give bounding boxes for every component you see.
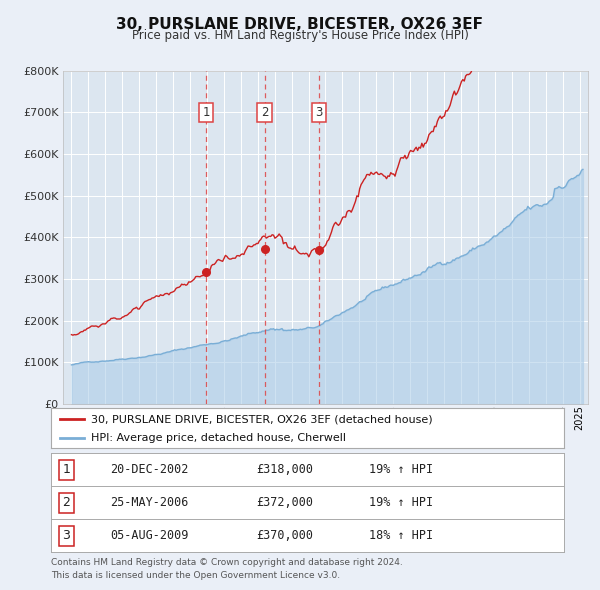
Text: 19% ↑ HPI: 19% ↑ HPI: [369, 463, 433, 476]
Text: 3: 3: [62, 529, 70, 542]
Text: HPI: Average price, detached house, Cherwell: HPI: Average price, detached house, Cher…: [91, 432, 346, 442]
Text: 3: 3: [315, 106, 322, 119]
Text: 05-AUG-2009: 05-AUG-2009: [110, 529, 188, 542]
Text: £372,000: £372,000: [256, 496, 313, 509]
Text: 1: 1: [62, 463, 70, 476]
Text: 2: 2: [261, 106, 268, 119]
Text: 20-DEC-2002: 20-DEC-2002: [110, 463, 188, 476]
Text: 2: 2: [62, 496, 70, 509]
Text: 19% ↑ HPI: 19% ↑ HPI: [369, 496, 433, 509]
Text: £318,000: £318,000: [256, 463, 313, 476]
Text: Contains HM Land Registry data © Crown copyright and database right 2024.: Contains HM Land Registry data © Crown c…: [51, 558, 403, 567]
Text: 30, PURSLANE DRIVE, BICESTER, OX26 3EF (detached house): 30, PURSLANE DRIVE, BICESTER, OX26 3EF (…: [91, 414, 433, 424]
Text: £370,000: £370,000: [256, 529, 313, 542]
Text: 25-MAY-2006: 25-MAY-2006: [110, 496, 188, 509]
Text: 30, PURSLANE DRIVE, BICESTER, OX26 3EF: 30, PURSLANE DRIVE, BICESTER, OX26 3EF: [116, 17, 484, 31]
Text: This data is licensed under the Open Government Licence v3.0.: This data is licensed under the Open Gov…: [51, 571, 340, 580]
Text: 18% ↑ HPI: 18% ↑ HPI: [369, 529, 433, 542]
Text: 1: 1: [203, 106, 210, 119]
Text: Price paid vs. HM Land Registry's House Price Index (HPI): Price paid vs. HM Land Registry's House …: [131, 30, 469, 42]
